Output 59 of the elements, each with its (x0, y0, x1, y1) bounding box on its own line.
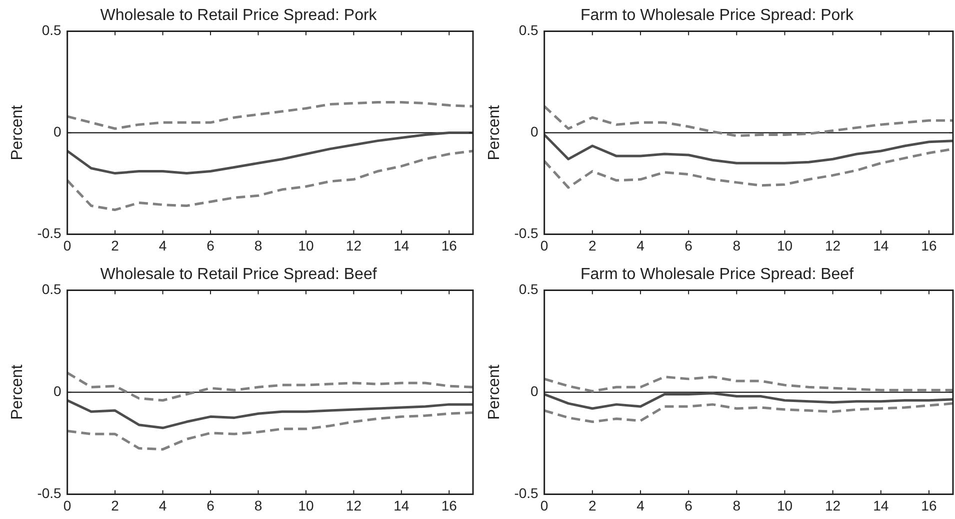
x-tick-label: 6 (684, 497, 693, 514)
x-tick-label: 4 (158, 497, 167, 514)
x-tick-label: 2 (111, 497, 120, 514)
y-tick-label: 0.5 (42, 281, 62, 298)
y-tick-label: -0.5 (514, 225, 539, 242)
x-tick-label: 16 (441, 497, 458, 514)
line-series (67, 372, 473, 402)
line-series (67, 411, 473, 451)
y-tick-label: 0.5 (42, 22, 62, 38)
chart-title: Farm to Wholesale Price Spread: Pork (580, 7, 854, 24)
x-tick-label: 14 (394, 497, 410, 514)
x-tick-label: 4 (636, 237, 645, 254)
x-tick-label: 10 (298, 497, 314, 514)
y-tick-label: -0.5 (514, 485, 539, 502)
x-tick-label: 6 (684, 237, 693, 254)
chart-title: Wholesale to Retail Price Spread: Beef (100, 266, 378, 284)
line-series (67, 150, 473, 212)
y-tick-label: -0.5 (37, 485, 62, 502)
line-series (544, 402, 953, 424)
chart-title: Wholesale to Retail Price Spread: Pork (100, 7, 378, 24)
x-tick-label: 12 (346, 237, 362, 254)
line-series (544, 105, 953, 137)
y-tick-label: 0 (54, 124, 62, 140)
y-axis-title: Percent (9, 104, 26, 160)
y-axis-title: Percent (486, 364, 504, 420)
y-tick-label: 0.5 (518, 22, 539, 38)
x-tick-label: 8 (732, 497, 741, 514)
x-tick-label: 16 (921, 237, 937, 254)
x-tick-label: 12 (346, 497, 362, 514)
chart-title: Farm to Wholesale Price Spread: Beef (580, 266, 854, 284)
x-tick-label: 6 (206, 237, 215, 254)
x-tick-label: 8 (254, 497, 262, 514)
y-axis-title: Percent (486, 104, 504, 160)
y-tick-label: 0.5 (518, 281, 539, 298)
x-tick-label: 6 (206, 497, 215, 514)
x-tick-label: 4 (158, 237, 167, 254)
y-tick-label: 0 (530, 383, 539, 400)
x-tick-label: 16 (921, 497, 937, 514)
line-series (544, 376, 953, 392)
x-tick-label: 2 (588, 497, 597, 514)
x-tick-label: 14 (394, 237, 410, 254)
y-tick-label: -0.5 (37, 225, 62, 242)
x-tick-label: 12 (825, 237, 841, 254)
x-tick-label: 10 (776, 237, 793, 254)
x-tick-label: 14 (873, 497, 889, 514)
x-tick-label: 8 (732, 237, 741, 254)
x-tick-label: 8 (254, 237, 262, 254)
y-tick-label: 0 (54, 383, 62, 400)
line-series (67, 101, 473, 130)
x-tick-label: 2 (588, 237, 597, 254)
x-tick-label: 10 (298, 237, 314, 254)
x-tick-label: 10 (776, 497, 793, 514)
x-tick-label: 2 (111, 237, 120, 254)
y-tick-label: 0 (530, 124, 539, 140)
x-tick-label: 4 (636, 497, 645, 514)
x-tick-label: 12 (825, 497, 841, 514)
x-tick-label: 14 (873, 237, 889, 254)
x-tick-label: 16 (441, 237, 458, 254)
y-axis-title: Percent (9, 364, 26, 420)
